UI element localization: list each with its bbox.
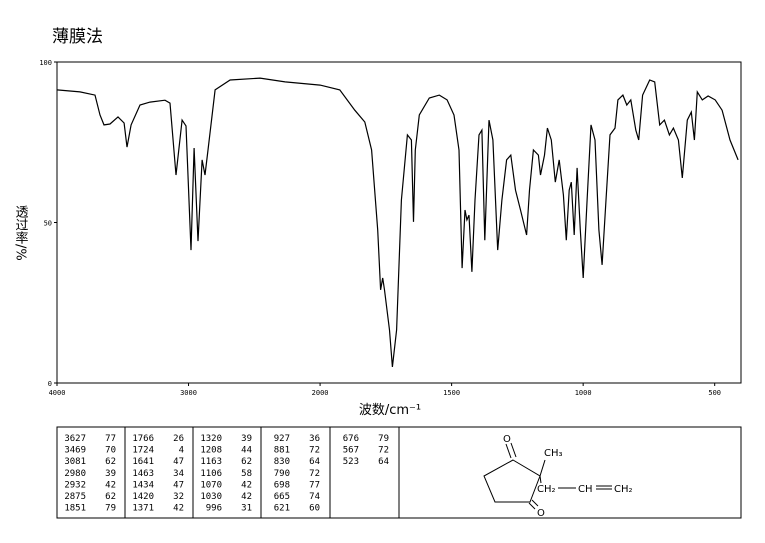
peak-transmittance: 62 (105, 492, 116, 502)
peak-transmittance: 42 (105, 480, 116, 490)
structure-label: CH₂ (614, 484, 633, 495)
peak-transmittance: 42 (241, 480, 252, 490)
x-tick-label: 1000 (575, 389, 592, 397)
peak-wavenumber: 698 (274, 480, 290, 490)
peak-wavenumber: 1163 (200, 457, 222, 467)
peak-transmittance: 47 (173, 457, 184, 467)
peak-wavenumber: 1420 (132, 492, 154, 502)
chart-title: 薄膜法 (52, 27, 103, 47)
x-tick-label: 500 (708, 389, 721, 397)
structure-label: CH₂ (537, 484, 556, 495)
peak-wavenumber: 1070 (200, 480, 222, 490)
peak-wavenumber: 676 (343, 434, 359, 444)
peak-wavenumber: 830 (274, 457, 290, 467)
peak-transmittance: 39 (241, 434, 252, 444)
y-tick-label: 0 (48, 380, 52, 388)
peak-wavenumber: 1463 (132, 469, 154, 479)
peak-transmittance: 42 (173, 504, 184, 514)
peak-wavenumber: 1766 (132, 434, 154, 444)
peak-wavenumber: 790 (274, 469, 290, 479)
peak-transmittance: 64 (309, 457, 320, 467)
structure-label: CH₃ (544, 448, 563, 459)
peak-transmittance: 58 (241, 469, 252, 479)
peak-transmittance: 4 (179, 446, 184, 456)
peak-wavenumber: 2980 (64, 469, 86, 479)
peak-transmittance: 64 (378, 457, 389, 467)
peak-transmittance: 62 (105, 457, 116, 467)
peak-wavenumber: 3469 (64, 446, 86, 456)
peak-transmittance: 62 (241, 457, 252, 467)
peak-wavenumber: 1208 (200, 446, 222, 456)
peak-wavenumber: 2875 (64, 492, 86, 502)
x-tick-label: 2000 (312, 389, 329, 397)
peak-transmittance: 77 (105, 434, 116, 444)
peak-transmittance: 32 (173, 492, 184, 502)
peak-transmittance: 44 (241, 446, 252, 456)
peak-wavenumber: 996 (206, 504, 222, 514)
x-tick-label: 4000 (49, 389, 66, 397)
peak-transmittance: 42 (241, 492, 252, 502)
peak-wavenumber: 881 (274, 446, 290, 456)
y-tick-label: 50 (44, 220, 52, 228)
table-dividers (124, 427, 400, 518)
peak-wavenumber: 621 (274, 504, 290, 514)
peak-wavenumber: 523 (343, 457, 359, 467)
x-tick-label: 1500 (443, 389, 460, 397)
peak-wavenumber: 1434 (132, 480, 154, 490)
spectrum-line (56, 77, 739, 367)
peak-wavenumber: 665 (274, 492, 290, 502)
structure-label: O (503, 434, 511, 445)
peak-transmittance: 79 (105, 504, 116, 514)
peak-transmittance: 47 (173, 480, 184, 490)
structure-label: O (537, 508, 545, 519)
peak-transmittance: 74 (309, 492, 320, 502)
peak-wavenumber: 1851 (64, 504, 86, 514)
peak-wavenumber: 1030 (200, 492, 222, 502)
peak-wavenumber: 3081 (64, 457, 86, 467)
peak-wavenumber: 1106 (200, 469, 222, 479)
peak-transmittance: 39 (105, 469, 116, 479)
peak-wavenumber: 567 (343, 446, 359, 456)
peak-transmittance: 70 (105, 446, 116, 456)
peak-wavenumber: 1320 (200, 434, 222, 444)
y-axis-label: 透过率/% (13, 205, 29, 261)
peak-transmittance: 31 (241, 504, 252, 514)
peak-transmittance: 79 (378, 434, 389, 444)
y-tick-label: 100 (39, 59, 52, 67)
peak-wavenumber: 927 (274, 434, 290, 444)
structure-label: CH (578, 484, 593, 495)
peak-transmittance: 72 (309, 469, 320, 479)
plot-frame (56, 61, 742, 384)
peak-wavenumber: 3627 (64, 434, 86, 444)
peak-wavenumber: 1641 (132, 457, 154, 467)
peak-transmittance: 72 (309, 446, 320, 456)
peak-transmittance: 60 (309, 504, 320, 514)
peak-transmittance: 36 (309, 434, 320, 444)
peak-transmittance: 72 (378, 446, 389, 456)
peak-wavenumber: 2932 (64, 480, 86, 490)
peak-transmittance: 34 (173, 469, 184, 479)
peak-transmittance: 26 (173, 434, 184, 444)
x-axis-label: 波数/cm⁻¹ (359, 403, 421, 418)
peak-transmittance: 77 (309, 480, 320, 490)
x-tick-label: 3000 (180, 389, 197, 397)
structure-bonds (483, 442, 612, 510)
peak-wavenumber: 1724 (132, 446, 154, 456)
peak-wavenumber: 1371 (132, 504, 154, 514)
